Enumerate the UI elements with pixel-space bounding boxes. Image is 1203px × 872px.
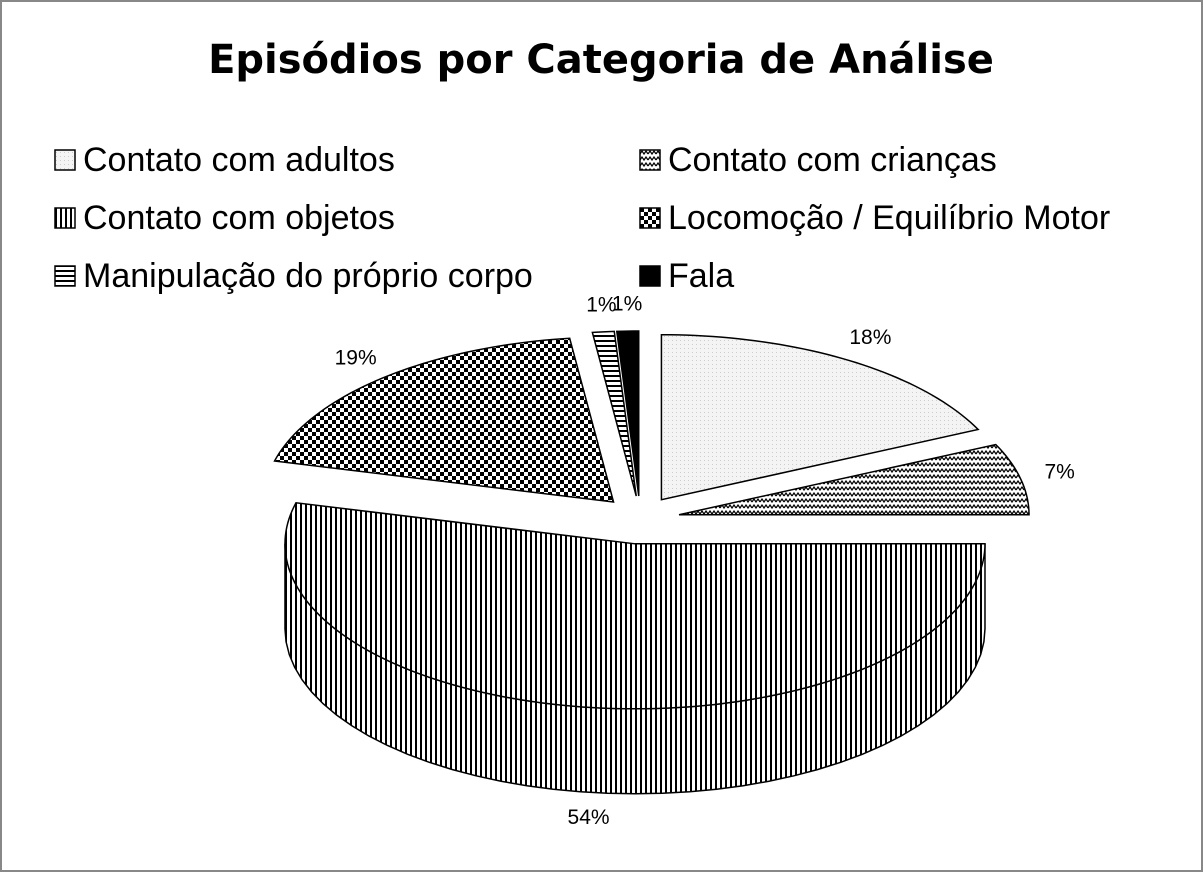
- legend-swatch: [639, 149, 661, 171]
- slice: [591, 330, 637, 497]
- legend-swatch: [639, 207, 661, 229]
- legend-swatch: [54, 207, 76, 229]
- pie-tops: [273, 330, 1030, 710]
- legend-label: Fala: [668, 257, 734, 295]
- chart-title: Episódios por Categoria de Análise: [208, 37, 994, 83]
- slice: [273, 337, 615, 503]
- slice: [284, 501, 986, 710]
- legend-swatch: [639, 265, 661, 287]
- data-label: 1%: [586, 294, 616, 317]
- legend-label: Contato com objetos: [83, 199, 395, 237]
- legend-label: Contato com adultos: [83, 141, 395, 179]
- legend-swatch: [54, 265, 76, 287]
- data-label: 19%: [335, 346, 377, 369]
- data-label: 1%: [612, 293, 642, 316]
- data-label: 7%: [1044, 461, 1074, 484]
- slice: [615, 330, 640, 497]
- slice: [678, 443, 1030, 516]
- legend-label: Locomoção / Equilíbrio Motor: [668, 199, 1110, 237]
- slice: [660, 333, 980, 501]
- data-label: 54%: [568, 806, 610, 829]
- legend-label: Contato com crianças: [668, 141, 997, 179]
- legend-swatch: [54, 149, 76, 171]
- data-label: 18%: [849, 326, 891, 349]
- legend-label: Manipulação do próprio corpo: [83, 257, 533, 295]
